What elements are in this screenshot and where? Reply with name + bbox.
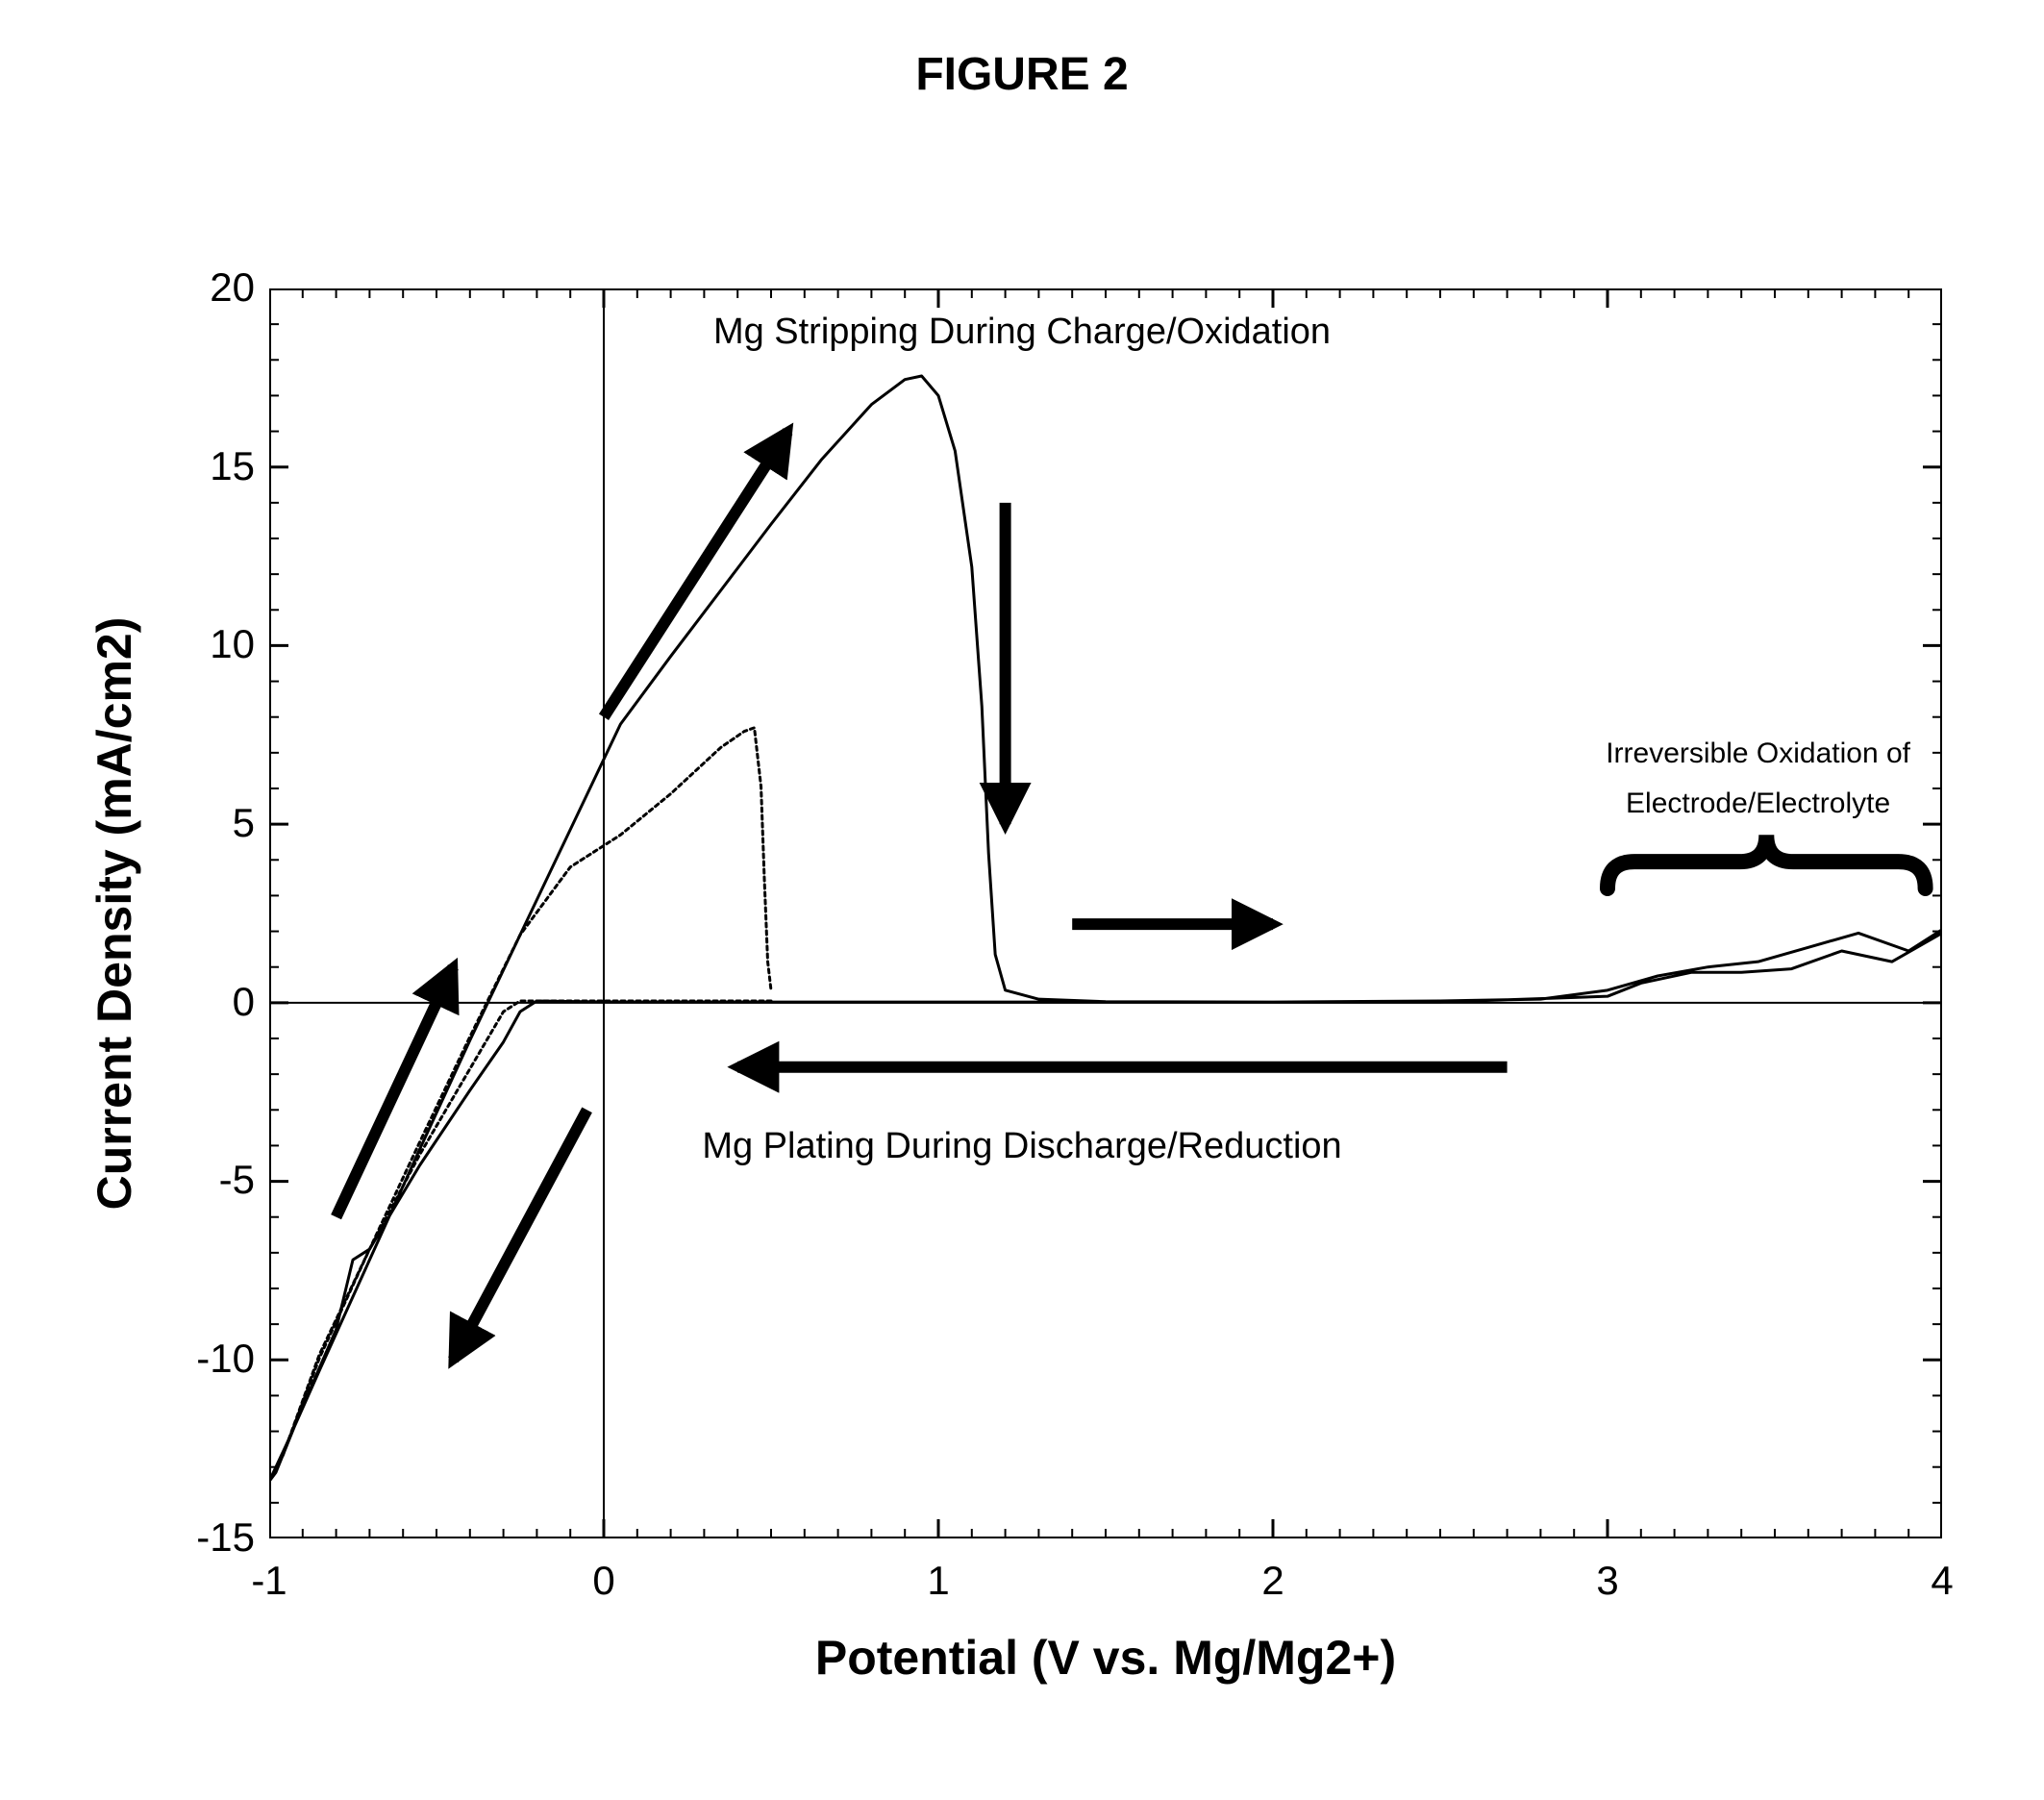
x-tick-label: 0 (565, 1558, 642, 1604)
y-tick-label: 0 (159, 979, 255, 1025)
x-tick-label: 1 (900, 1558, 977, 1604)
page-root: { "figure": { "title": "FIGURE 2", "titl… (0, 0, 2044, 1800)
irrev-label-l2: Electrode/Electrolyte (1278, 786, 2044, 822)
stripping-label: Mg Stripping During Charge/Oxidation (541, 310, 1503, 356)
plating-label: Mg Plating During Discharge/Reduction (541, 1124, 1503, 1170)
x-tick-label: 4 (1904, 1558, 1981, 1604)
irrev-brace (1608, 835, 1926, 888)
arrow-up-main (604, 432, 787, 717)
plot-svg (269, 288, 1942, 1538)
y-axis-label: Current Density (mA/cm2) (87, 548, 142, 1279)
y-tick-label: 10 (159, 621, 255, 667)
x-tick-label: -1 (231, 1558, 308, 1604)
y-tick-label: 20 (159, 264, 255, 311)
x-axis-label: Potential (V vs. Mg/Mg2+) (269, 1630, 1942, 1686)
y-tick-label: 15 (159, 443, 255, 489)
arrow-up-left (337, 967, 454, 1217)
x-tick-label: 2 (1234, 1558, 1311, 1604)
plot-area (269, 288, 1942, 1538)
y-tick-label: -5 (159, 1157, 255, 1203)
figure-title: FIGURE 2 (0, 48, 2044, 101)
y-tick-label: -10 (159, 1336, 255, 1382)
y-tick-label: -15 (159, 1514, 255, 1561)
y-tick-label: 5 (159, 800, 255, 846)
x-tick-label: 3 (1569, 1558, 1646, 1604)
series-cv-inner-dashed (283, 728, 771, 1457)
irrev-label-l1: Irreversible Oxidation of (1278, 736, 2044, 772)
